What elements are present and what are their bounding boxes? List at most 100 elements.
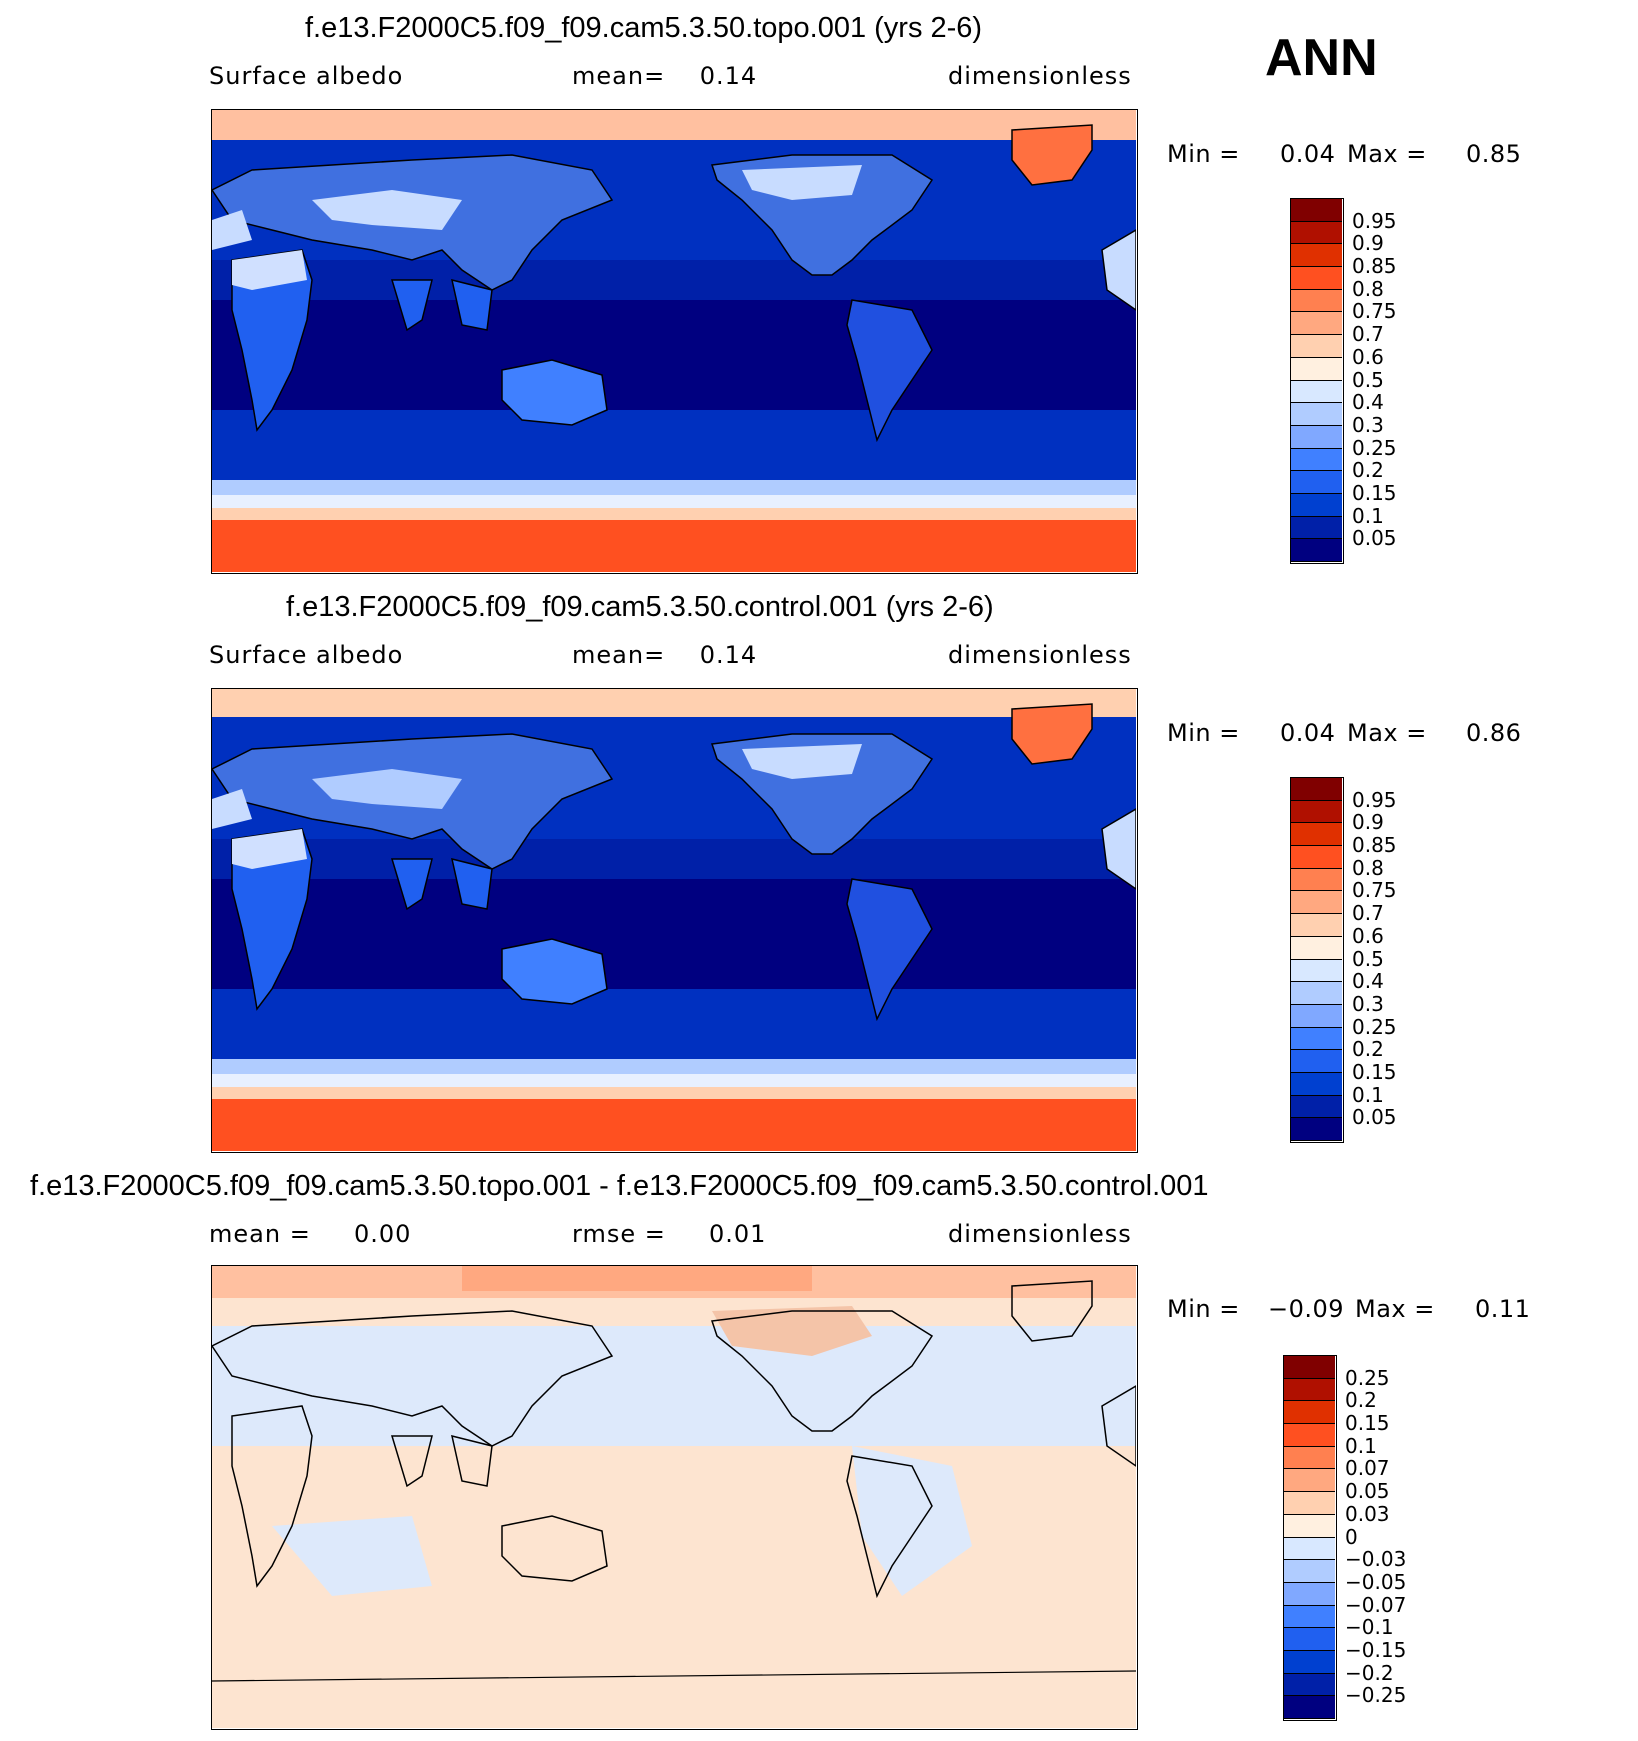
colorbar-tick-label: 0.6 — [1352, 344, 1384, 369]
colorbar-tick-label: 0.05 — [1352, 526, 1397, 551]
colorbar-tick-label: 0.6 — [1352, 923, 1384, 948]
min-label: Min = — [1167, 140, 1240, 168]
colorbar-segment — [1284, 1446, 1335, 1470]
colorbar-difference — [1283, 1355, 1337, 1721]
colorbar-tick-label: 0.3 — [1352, 412, 1384, 437]
colorbar-segment — [1291, 1072, 1342, 1096]
colorbar-segment — [1291, 471, 1342, 494]
colorbar-tick-label: 0.3 — [1352, 991, 1384, 1016]
colorbar-segment — [1291, 800, 1342, 824]
colorbar-segment — [1284, 1378, 1335, 1402]
season-label: ANN — [1265, 29, 1378, 87]
colorbar-tick-label: 0.15 — [1352, 1059, 1397, 1084]
colorbar-tick-label: 0 — [1345, 1524, 1358, 1549]
colorbar-tick-label: −0.1 — [1345, 1615, 1394, 1640]
colorbar-segment — [1291, 1050, 1342, 1073]
min-label: Min = — [1167, 719, 1240, 747]
colorbar-segment — [1291, 221, 1342, 245]
colorbar-tick-label: 0.85 — [1352, 254, 1397, 279]
min-value: 0.04 — [1280, 140, 1336, 168]
variable-label: Surface albedo — [209, 62, 404, 90]
variable-label: Surface albedo — [209, 641, 404, 669]
colorbar-control — [1290, 777, 1344, 1143]
map-control — [211, 688, 1138, 1153]
colorbar-tick-label: 0.25 — [1345, 1365, 1390, 1390]
colorbar-segment — [1291, 448, 1342, 472]
colorbar-segment — [1291, 267, 1342, 290]
colorbar-tick-label: −0.05 — [1345, 1569, 1407, 1594]
colorbar-tick-label: 0.7 — [1352, 322, 1384, 347]
colorbar-segment — [1291, 244, 1342, 268]
colorbar-tick-label: 0.15 — [1345, 1411, 1390, 1436]
colorbar-segment — [1284, 1696, 1335, 1719]
colorbar-segment — [1291, 959, 1342, 983]
colorbar-tick-label: 0.85 — [1352, 833, 1397, 858]
colorbar-tick-label: 0.5 — [1352, 946, 1384, 971]
colorbar-segment — [1284, 1469, 1335, 1493]
colorbar-segment — [1284, 1673, 1335, 1697]
colorbar-tick-label: 0.05 — [1345, 1479, 1390, 1504]
colorbar-tick-label: 0.07 — [1345, 1456, 1390, 1481]
colorbar-tick-label: 0.75 — [1352, 878, 1397, 903]
colorbar-segment — [1291, 380, 1342, 404]
map-difference — [211, 1265, 1138, 1730]
colorbar-segment — [1284, 1514, 1335, 1538]
colorbar-tick-label: 0.4 — [1352, 390, 1384, 415]
max-value: 0.11 — [1475, 1295, 1531, 1323]
colorbar-tick-label: 0.05 — [1352, 1105, 1397, 1130]
colorbar-tick-label: 0.1 — [1352, 1082, 1384, 1107]
colorbar-segment — [1291, 914, 1342, 937]
colorbar-segment — [1284, 1537, 1335, 1561]
colorbar-segment — [1291, 778, 1342, 801]
colorbar-tick-label: 0.9 — [1352, 810, 1384, 835]
colorbar-segment — [1284, 1492, 1335, 1515]
colorbar-segment — [1291, 289, 1342, 313]
colorbar-segment — [1291, 846, 1342, 869]
colorbar-tick-label: 0.25 — [1352, 435, 1397, 460]
colorbar-tick-label: −0.25 — [1345, 1683, 1407, 1708]
colorbar-tick-label: 0.2 — [1352, 458, 1384, 483]
colorbar-segment — [1284, 1424, 1335, 1447]
colorbar-segment — [1291, 1095, 1342, 1119]
panel-title: f.e13.F2000C5.f09_f09.cam5.3.50.topo.001… — [305, 12, 983, 44]
colorbar-segment — [1291, 199, 1342, 222]
colorbar-tick-label: 0.4 — [1352, 969, 1384, 994]
mean-label: mean= 0.14 — [572, 62, 758, 90]
max-label: Max = — [1355, 1295, 1435, 1323]
colorbar-segment — [1284, 1582, 1335, 1606]
colorbar-segment — [1291, 823, 1342, 847]
rmse-label: rmse = 0.01 — [572, 1220, 767, 1248]
colorbar-tick-label: 0.2 — [1345, 1388, 1377, 1413]
colorbar-tick-label: −0.07 — [1345, 1592, 1407, 1617]
colorbar-segment — [1291, 1027, 1342, 1051]
colorbar-tick-label: −0.15 — [1345, 1637, 1407, 1662]
colorbar-segment — [1291, 403, 1342, 426]
colorbar-tick-label: 0.25 — [1352, 1014, 1397, 1039]
min-value: 0.04 — [1280, 719, 1336, 747]
mean-label: mean = 0.00 — [209, 1220, 412, 1248]
colorbar-segment — [1291, 335, 1342, 358]
units-label: dimensionless — [948, 641, 1132, 669]
colorbar-segment — [1291, 982, 1342, 1005]
colorbar-tick-label: 0.8 — [1352, 276, 1384, 301]
mean-label: mean= 0.14 — [572, 641, 758, 669]
max-value: 0.86 — [1466, 719, 1522, 747]
colorbar-tick-label: 0.7 — [1352, 901, 1384, 926]
colorbar-segment — [1291, 539, 1342, 562]
min-label: Min = — [1167, 1295, 1240, 1323]
colorbar-segment — [1291, 357, 1342, 381]
colorbar-tick-label: 0.5 — [1352, 367, 1384, 392]
colorbar-tick-label: 0.1 — [1345, 1433, 1377, 1458]
colorbar-segment — [1291, 868, 1342, 892]
colorbar-segment — [1284, 1560, 1335, 1583]
map-topo — [211, 109, 1138, 574]
min-value: −0.09 — [1268, 1295, 1345, 1323]
colorbar-segment — [1284, 1356, 1335, 1379]
colorbar-segment — [1284, 1401, 1335, 1425]
colorbar-segment — [1284, 1650, 1335, 1674]
colorbar-tick-label: 0.03 — [1345, 1501, 1390, 1526]
colorbar-segment — [1291, 1118, 1342, 1141]
colorbar-tick-label: 0.8 — [1352, 855, 1384, 880]
colorbar-segment — [1291, 312, 1342, 336]
colorbar-segment — [1284, 1628, 1335, 1651]
